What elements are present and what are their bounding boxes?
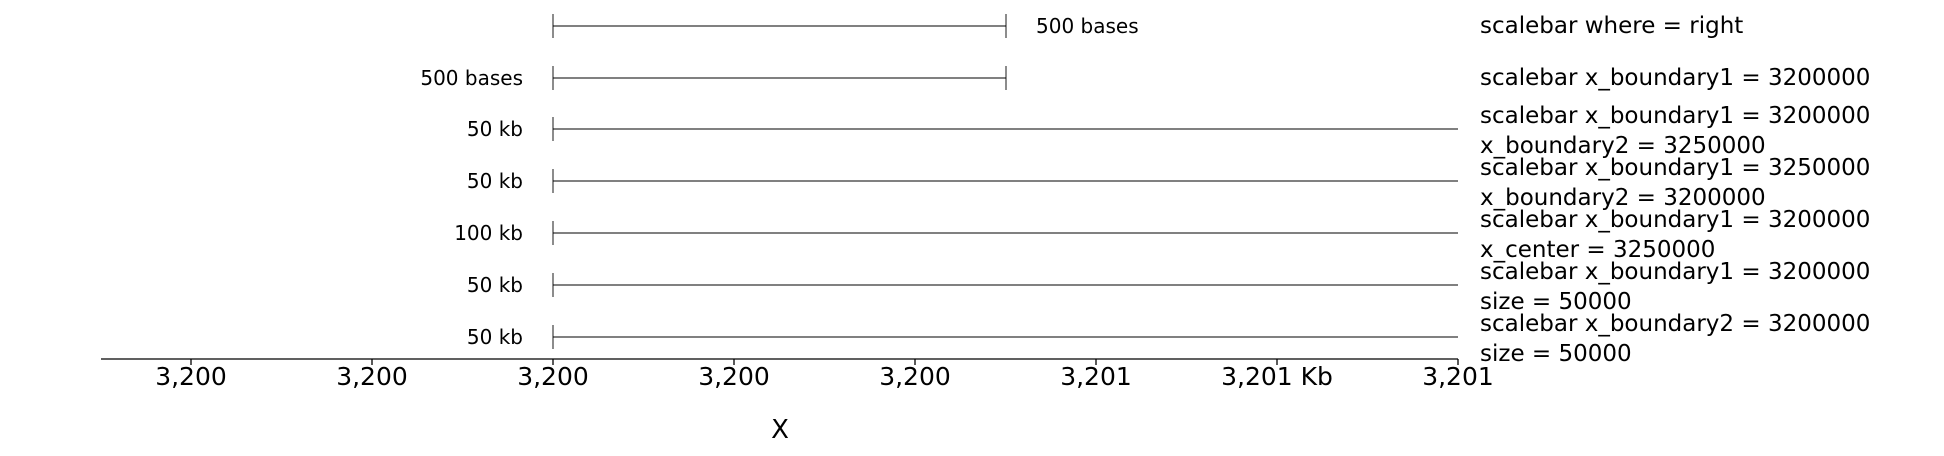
track-label: size = 50000: [1480, 341, 1632, 367]
scalebar-row: 100 kb scalebar x_boundary1 = 3200000 x_ce…: [454, 207, 1870, 263]
scalebar-label: 100 kb: [454, 221, 523, 245]
x-axis: 3,200 3,200 3,200 3,200 3,200 3,201 3,201 Kb 3,…: [101, 358, 1494, 391]
track-label: scalebar x_boundary1 = 3250000: [1480, 155, 1870, 181]
scalebar-row: 500 bases scalebar where = right: [552, 13, 1743, 39]
x-tick-label: 3,201 Kb: [1221, 362, 1333, 391]
track-label: scalebar x_boundary1 = 3200000: [1480, 103, 1870, 129]
track-label: scalebar x_boundary1 = 3200000: [1480, 207, 1870, 233]
x-tick-label: 3,201: [1060, 362, 1132, 391]
track-label: scalebar x_boundary1 = 3200000: [1480, 65, 1870, 91]
track-label: scalebar x_boundary1 = 3200000: [1480, 259, 1870, 285]
scalebar-label: 50 kb: [467, 273, 523, 297]
x-tick-label: 3,200: [336, 362, 408, 391]
scalebar-label: 50 kb: [467, 117, 523, 141]
scalebar-label: 50 kb: [467, 169, 523, 193]
x-tick-label: 3,201: [1422, 362, 1494, 391]
track-label: x_center = 3250000: [1480, 237, 1715, 263]
scalebar-label: 500 bases: [1036, 14, 1139, 38]
scalebar-row: 50 kb scalebar x_boundary1 = 3200000 x_bou…: [467, 103, 1870, 159]
x-tick-label: 3,200: [879, 362, 951, 391]
scalebar-row: 50 kb scalebar x_boundary1 = 3250000 x_bou…: [467, 155, 1870, 211]
track-label: size = 50000: [1480, 289, 1632, 315]
x-tick-label: 3,200: [517, 362, 589, 391]
x-tick-label: 3,200: [155, 362, 227, 391]
track-label: x_boundary2 = 3200000: [1480, 185, 1766, 211]
track-label: scalebar x_boundary2 = 3200000: [1480, 311, 1870, 337]
scalebar-row: 50 kb scalebar x_boundary1 = 3200000 size …: [467, 259, 1870, 315]
track-label: scalebar where = right: [1480, 13, 1743, 39]
track-label: x_boundary2 = 3250000: [1480, 133, 1766, 159]
scalebar-label: 50 kb: [467, 325, 523, 349]
x-axis-title: X: [771, 415, 789, 445]
scalebar-row: 500 bases scalebar x_boundary1 = 3200000: [420, 65, 1870, 91]
scalebar-label: 500 bases: [420, 66, 523, 90]
x-tick-label: 3,200: [698, 362, 770, 391]
scalebar-row: 50 kb scalebar x_boundary2 = 3200000 size …: [467, 311, 1870, 367]
